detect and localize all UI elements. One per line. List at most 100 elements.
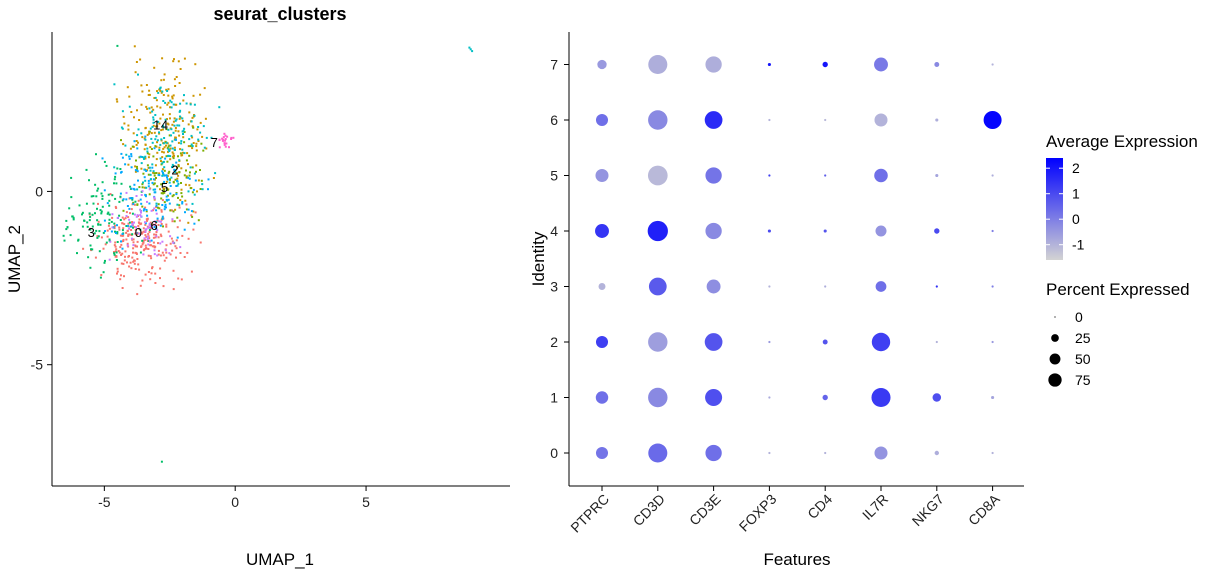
umap-point-cluster-3 — [107, 211, 110, 214]
umap-point-cluster-5 — [110, 230, 113, 233]
umap-point-cluster-2 — [191, 215, 194, 218]
dotplot-dot-FOXP3-7 — [767, 62, 771, 67]
umap-point-cluster-5 — [130, 155, 133, 158]
umap-point-cluster-6 — [132, 244, 135, 247]
umap-point-cluster-1 — [174, 129, 177, 132]
umap-point-cluster-3 — [115, 182, 118, 185]
umap-point-cluster-4 — [169, 155, 172, 158]
umap-point-cluster-4 — [136, 188, 139, 191]
umap-point-cluster-3 — [62, 234, 65, 237]
umap-point-cluster-2 — [172, 157, 175, 160]
umap-point-cluster-0 — [162, 285, 165, 288]
umap-point-cluster-4 — [188, 138, 191, 141]
umap-point-cluster-0 — [175, 239, 178, 242]
umap-point-cluster-0 — [135, 233, 138, 236]
umap-point-cluster-2 — [185, 169, 187, 172]
umap-point-cluster-6 — [153, 249, 156, 252]
umap-point-cluster-5 — [144, 193, 147, 196]
umap-point-cluster-5 — [167, 198, 170, 201]
umap-point-cluster-2 — [183, 174, 186, 177]
dotplot-feature-label: NKG7 — [909, 491, 947, 529]
umap-point-cluster-1 — [153, 66, 156, 69]
dotplot-dot-CD3E-0 — [705, 444, 722, 462]
umap-point-cluster-0 — [134, 245, 137, 248]
umap-point-cluster-5 — [163, 208, 166, 211]
dotplot-identity-label: 1 — [550, 390, 558, 406]
umap-point-cluster-0 — [185, 203, 188, 206]
umap-point-cluster-3 — [120, 182, 123, 185]
umap-point-cluster-5 — [112, 226, 115, 229]
umap-point-cluster-0 — [129, 212, 131, 215]
umap-point-cluster-4 — [191, 145, 194, 148]
umap-point-cluster-3 — [98, 250, 101, 253]
umap-point-cluster-1 — [188, 111, 191, 114]
umap-point-cluster-1 — [172, 94, 175, 97]
umap-point-cluster-0 — [127, 233, 130, 236]
umap-point-cluster-0 — [100, 236, 103, 239]
umap-point-cluster-2 — [163, 189, 165, 191]
umap-point-cluster-4 — [160, 138, 163, 141]
umap-point-cluster-4 — [154, 114, 157, 116]
umap-point-cluster-0 — [150, 257, 153, 260]
dotplot-feature-label: CD4 — [804, 491, 835, 522]
umap-point-cluster-2 — [191, 191, 194, 194]
umap-point-cluster-0 — [149, 221, 152, 224]
umap-point-cluster-1 — [176, 177, 179, 180]
dotplot-dot-IL7R-6 — [874, 113, 888, 127]
umap-point-cluster-1 — [173, 78, 176, 81]
umap-point-cluster-5 — [153, 191, 156, 194]
umap-point-cluster-4 — [176, 184, 179, 187]
umap-point-cluster-5 — [159, 224, 162, 227]
umap-point-cluster-4 — [149, 173, 152, 176]
umap-point-cluster-1 — [141, 136, 144, 139]
umap-point-cluster-1 — [144, 143, 147, 146]
umap-point-cluster-3 — [116, 241, 119, 243]
umap-point-cluster-4 — [183, 127, 186, 130]
umap-point-cluster-0 — [122, 240, 125, 242]
umap-point-cluster-0 — [165, 225, 168, 228]
dotplot-dot-CD3E-2 — [704, 333, 723, 351]
umap-point-cluster-5 — [139, 155, 142, 158]
umap-point-cluster-6 — [171, 218, 174, 221]
umap-point-cluster-5 — [120, 240, 122, 243]
umap-point-cluster-6 — [135, 215, 138, 218]
umap-point-cluster-1 — [122, 143, 125, 146]
umap-point-cluster-1 — [159, 117, 162, 120]
umap-point-cluster-1 — [140, 103, 143, 106]
umap-point-cluster-1 — [154, 164, 157, 167]
dotplot-dot-IL7R-4 — [875, 225, 887, 237]
umap-point-cluster-6 — [111, 226, 114, 229]
umap-point-cluster-1 — [135, 61, 138, 63]
umap-point-cluster-5 — [147, 185, 150, 188]
umap-point-cluster-6 — [155, 235, 158, 238]
dotplot-dot-IL7R-0 — [874, 446, 888, 460]
umap-point-cluster-5 — [125, 198, 128, 201]
umap-point-cluster-1 — [169, 147, 172, 150]
umap-point-cluster-6 — [155, 212, 158, 215]
umap-point-cluster-0 — [133, 225, 136, 228]
umap-point-cluster-3 — [65, 219, 68, 222]
umap-point-cluster-2 — [172, 210, 175, 213]
umap-point-cluster-5 — [146, 214, 149, 217]
umap-point-cluster-4 — [169, 99, 172, 102]
umap-point-cluster-0 — [115, 207, 118, 209]
umap-cluster-label-2: 2 — [171, 163, 178, 178]
umap-point-cluster-5 — [176, 236, 179, 239]
umap-point-cluster-2 — [189, 171, 191, 174]
umap-point-cluster-1 — [178, 82, 181, 84]
umap-point-cluster-1 — [147, 94, 150, 96]
umap-point-cluster-5 — [153, 226, 156, 229]
umap-point-outlier — [469, 48, 472, 51]
umap-point-cluster-0 — [108, 227, 111, 230]
umap-point-cluster-1 — [148, 89, 151, 92]
umap-point-cluster-0 — [134, 251, 137, 254]
umap-point-cluster-1 — [162, 78, 165, 81]
umap-point-cluster-0 — [159, 254, 162, 257]
umap-point-cluster-4 — [167, 155, 170, 157]
umap-point-cluster-2 — [166, 194, 169, 197]
umap-point-cluster-5 — [134, 169, 137, 172]
umap-point-cluster-0 — [170, 237, 173, 240]
umap-point-cluster-4 — [175, 118, 178, 121]
umap-point-cluster-4 — [141, 156, 144, 158]
umap-point-cluster-1 — [187, 163, 189, 166]
